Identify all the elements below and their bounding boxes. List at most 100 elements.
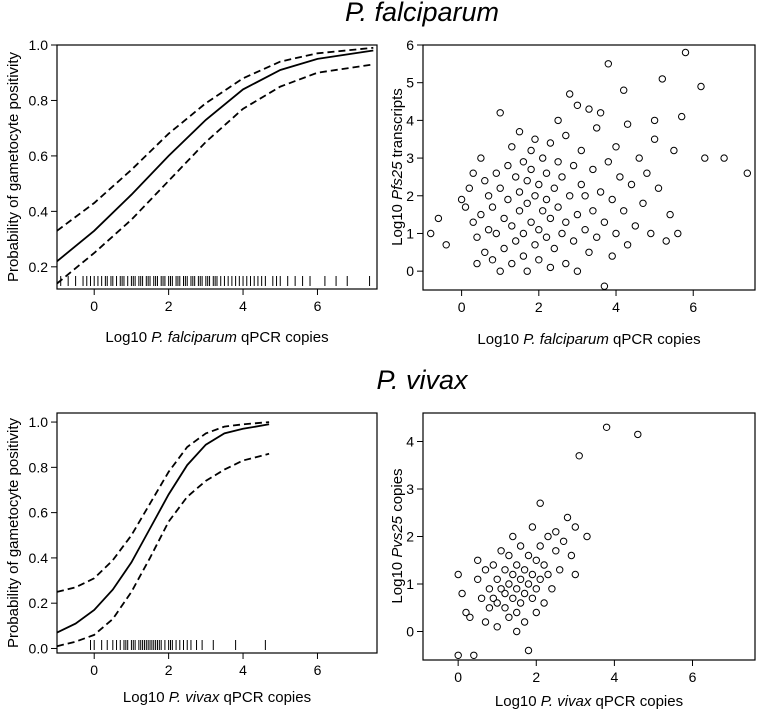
data-point xyxy=(519,158,528,166)
data-point xyxy=(604,60,612,68)
x-axis-label: Log10 P. vivax qPCR copies xyxy=(123,689,311,706)
data-point xyxy=(469,218,477,226)
y-axis-label-species: Pfs25 xyxy=(389,161,406,200)
data-point xyxy=(485,585,494,593)
data-point xyxy=(697,82,705,91)
fit-line xyxy=(56,49,374,262)
data-point xyxy=(531,135,539,143)
data-point xyxy=(562,131,570,140)
x-tick-label: 4 xyxy=(239,662,247,678)
x-axis-label-suffix: qPCR copies xyxy=(237,329,329,346)
data-point xyxy=(554,116,562,125)
data-point xyxy=(573,101,582,110)
data-point xyxy=(474,556,482,564)
data-point xyxy=(546,139,555,147)
x-axis-label: Log10 P. vivax qPCR copies xyxy=(495,693,683,710)
data-point xyxy=(504,195,512,204)
x-tick-label: 0 xyxy=(454,669,462,685)
y-tick-label: 1 xyxy=(406,576,414,592)
data-point xyxy=(501,589,509,598)
data-point xyxy=(540,599,548,607)
data-point xyxy=(575,452,583,460)
x-tick-label: 0 xyxy=(90,298,98,314)
data-point xyxy=(489,561,497,569)
data-point xyxy=(508,143,516,151)
y-tick-label: 0.6 xyxy=(29,505,49,521)
data-point xyxy=(589,165,597,174)
data-point xyxy=(546,263,555,272)
data-point xyxy=(469,169,477,177)
data-point xyxy=(477,154,485,162)
y-axis-label-suffix: transcripts xyxy=(389,88,406,161)
data-point xyxy=(481,566,490,574)
data-point xyxy=(552,528,560,536)
data-point xyxy=(520,566,529,574)
data-point xyxy=(650,116,659,125)
data-point xyxy=(509,570,517,579)
y-tick-label: 6 xyxy=(406,37,414,53)
data-point xyxy=(583,532,591,541)
section-title-falciparum: P. falciparum xyxy=(345,0,499,27)
data-point xyxy=(542,233,551,241)
data-point xyxy=(554,203,562,211)
x-axis-label-species: P. falciparum xyxy=(151,329,237,346)
data-point xyxy=(509,532,517,541)
data-point xyxy=(532,608,540,617)
data-point xyxy=(539,207,547,215)
data-point xyxy=(513,627,521,636)
data-point xyxy=(634,430,642,439)
data-point xyxy=(523,267,531,275)
data-point xyxy=(681,48,690,57)
data-point xyxy=(513,585,521,593)
data-point xyxy=(596,188,605,196)
data-point xyxy=(515,188,524,196)
data-point xyxy=(488,256,497,264)
data-point xyxy=(559,537,568,545)
data-point xyxy=(454,570,462,579)
data-point xyxy=(589,207,597,215)
data-point xyxy=(481,177,489,185)
data-point xyxy=(454,651,462,659)
data-point xyxy=(647,229,655,238)
data-point xyxy=(577,146,585,155)
x-tick-label: 6 xyxy=(689,669,697,685)
data-point xyxy=(497,547,505,555)
data-point xyxy=(604,158,612,166)
y-tick-label: 0.2 xyxy=(29,595,49,611)
data-point xyxy=(458,589,466,598)
data-point xyxy=(600,282,609,290)
data-point xyxy=(484,226,493,234)
data-point xyxy=(516,599,525,607)
data-point xyxy=(581,226,589,234)
x-axis-label-suffix: qPCR copies xyxy=(219,689,311,706)
y-tick-label: 3 xyxy=(406,150,414,166)
data-point xyxy=(505,551,513,560)
data-point xyxy=(489,594,497,602)
panel-pf_logistic: 0 2 4 6 0.2 0.4 0.6 0.8 1.0 Log10 P. falciparum q… xyxy=(5,37,378,346)
y-axis-label-suffix: copies xyxy=(389,468,406,516)
data-point xyxy=(608,252,616,260)
data-point xyxy=(620,86,628,94)
y-tick-label: 0.8 xyxy=(29,92,49,108)
x-tick-label: 0 xyxy=(458,299,466,315)
x-axis-label: Log10 P. falciparum qPCR copies xyxy=(477,331,700,348)
data-point xyxy=(569,237,578,245)
data-point xyxy=(608,195,616,204)
data-point xyxy=(532,585,540,593)
data-point xyxy=(554,158,562,166)
data-point xyxy=(662,237,670,245)
data-point xyxy=(612,143,620,151)
data-point xyxy=(562,259,570,268)
data-point xyxy=(581,192,589,200)
data-point xyxy=(528,570,537,579)
data-point xyxy=(513,608,521,617)
data-point xyxy=(536,542,544,550)
x-axis-label-prefix: Log10 xyxy=(477,331,523,348)
x-axis-label-species: P. vivax xyxy=(541,693,592,710)
data-point xyxy=(500,244,508,253)
data-point xyxy=(497,585,505,593)
data-point xyxy=(512,237,520,245)
y-tick-label: 1.0 xyxy=(29,414,49,430)
data-point xyxy=(523,177,531,185)
fit-line xyxy=(56,423,270,634)
